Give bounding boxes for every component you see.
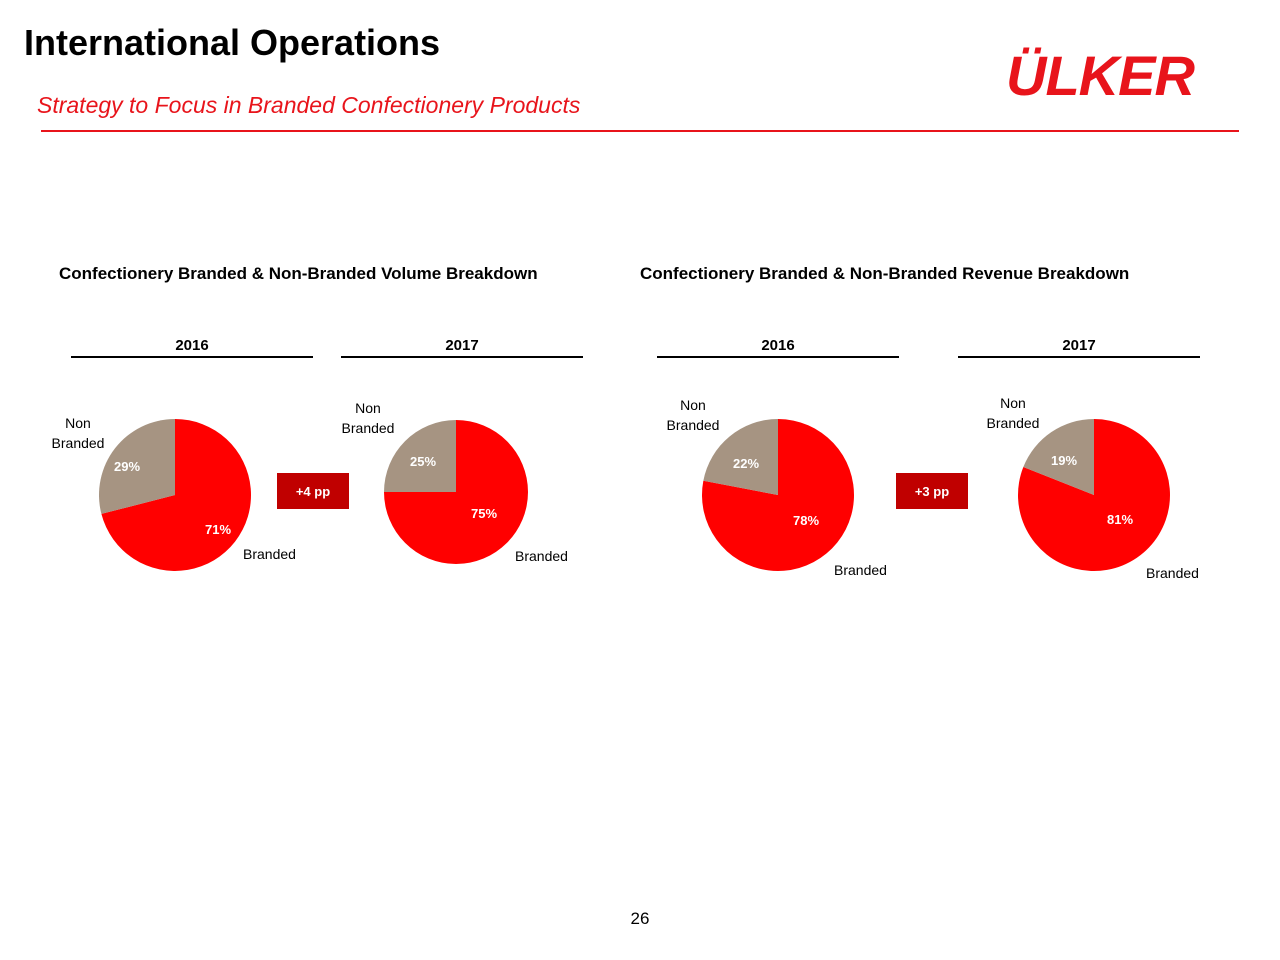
pie1-year-rule xyxy=(71,356,313,358)
page-title: International Operations xyxy=(24,22,441,63)
pie4-non-branded-label: Non Branded xyxy=(986,395,1040,431)
pie3-branded-label: Branded xyxy=(834,562,887,578)
pie-volume-2017 xyxy=(384,420,528,564)
pie2-non-branded-value: 25% xyxy=(410,454,436,469)
pie1-non-branded-value: 29% xyxy=(114,459,140,474)
revenue-change-badge: +3 pp xyxy=(896,473,968,509)
pie2-branded-label: Branded xyxy=(515,548,568,564)
ulker-logo: ÜLKER xyxy=(1006,44,1195,107)
page-number: 26 xyxy=(630,909,650,928)
pie3-year: 2016 xyxy=(761,337,795,354)
pie4-branded-label: Branded xyxy=(1146,565,1199,581)
pie2-non-branded-label: Non Branded xyxy=(341,400,395,436)
volume-section-title: Confectionery Branded & Non-Branded Volu… xyxy=(59,264,538,283)
pie3-branded-value: 78% xyxy=(793,513,819,528)
pie1-non-branded-label: Non Branded xyxy=(51,415,105,451)
pie1-non-branded-slice xyxy=(99,419,175,514)
pie-revenue-2016 xyxy=(702,419,854,571)
pie1-branded-slice xyxy=(101,419,251,572)
pie1-branded-label: Branded xyxy=(243,546,296,562)
pie2-non-branded-slice xyxy=(384,420,456,492)
volume-change-badge: +4 pp xyxy=(277,473,349,509)
pie3-non-branded-slice xyxy=(703,419,778,495)
pie4-non-branded-slice xyxy=(1023,419,1094,495)
pie3-non-branded-value: 22% xyxy=(733,456,759,471)
pie2-branded-value: 75% xyxy=(471,506,497,521)
pie3-non-branded-label: Non Branded xyxy=(666,397,720,433)
title-divider xyxy=(41,130,1239,132)
pie3-year-rule xyxy=(657,356,899,358)
pie4-year-rule xyxy=(958,356,1200,358)
pie1-branded-value: 71% xyxy=(205,522,231,537)
pie2-year: 2017 xyxy=(445,337,479,354)
pie4-year: 2017 xyxy=(1062,337,1096,354)
pie4-non-branded-value: 19% xyxy=(1051,453,1077,468)
revenue-section-title: Confectionery Branded & Non-Branded Reve… xyxy=(640,264,1130,283)
pie2-year-rule xyxy=(341,356,583,358)
pie4-branded-value: 81% xyxy=(1107,512,1133,527)
pie-revenue-2017 xyxy=(1017,419,1170,571)
page-subtitle: Strategy to Focus in Branded Confectione… xyxy=(37,92,581,118)
pie1-year: 2016 xyxy=(175,337,209,354)
pie-volume-2016 xyxy=(99,419,251,572)
